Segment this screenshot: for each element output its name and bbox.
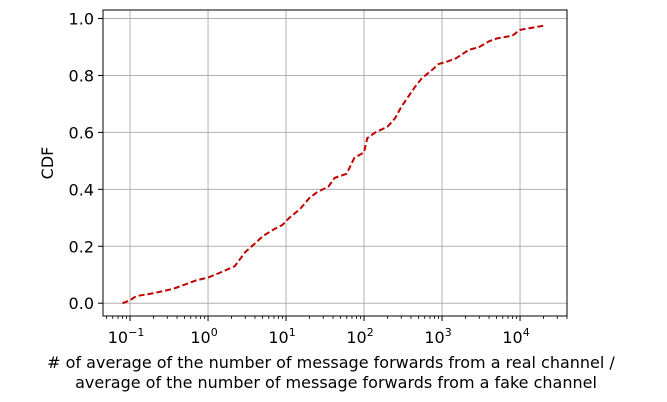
x-axis: 10−1 100 101 102 103 104	[106, 316, 568, 347]
x-axis-label-line-2: average of the number of message forward…	[75, 373, 597, 392]
x-tick-label: 104	[502, 326, 529, 347]
y-tick-label: 0.0	[69, 294, 94, 313]
y-tick-label: 0.4	[69, 180, 94, 199]
y-tick-label: 0.2	[69, 237, 94, 256]
cdf-series-line	[122, 24, 544, 305]
plot-frame	[102, 9, 568, 317]
x-tick-label: 100	[190, 326, 217, 347]
x-tick-label: 10−1	[108, 326, 145, 347]
x-tick-label: 102	[346, 326, 373, 347]
grid	[103, 10, 567, 316]
x-tick-label: 101	[268, 326, 295, 347]
x-axis-label-line-1: # of average of the number of message fo…	[47, 353, 615, 372]
y-axis: 0.0 0.2 0.4 0.6 0.8 1.0	[69, 10, 103, 313]
y-tick-label: 0.8	[69, 66, 94, 85]
x-tick-label: 103	[424, 326, 451, 347]
y-axis-label: CDF	[38, 147, 57, 180]
data-series	[122, 24, 544, 305]
y-tick-label: 0.6	[69, 123, 94, 142]
y-tick-label: 1.0	[69, 10, 94, 29]
